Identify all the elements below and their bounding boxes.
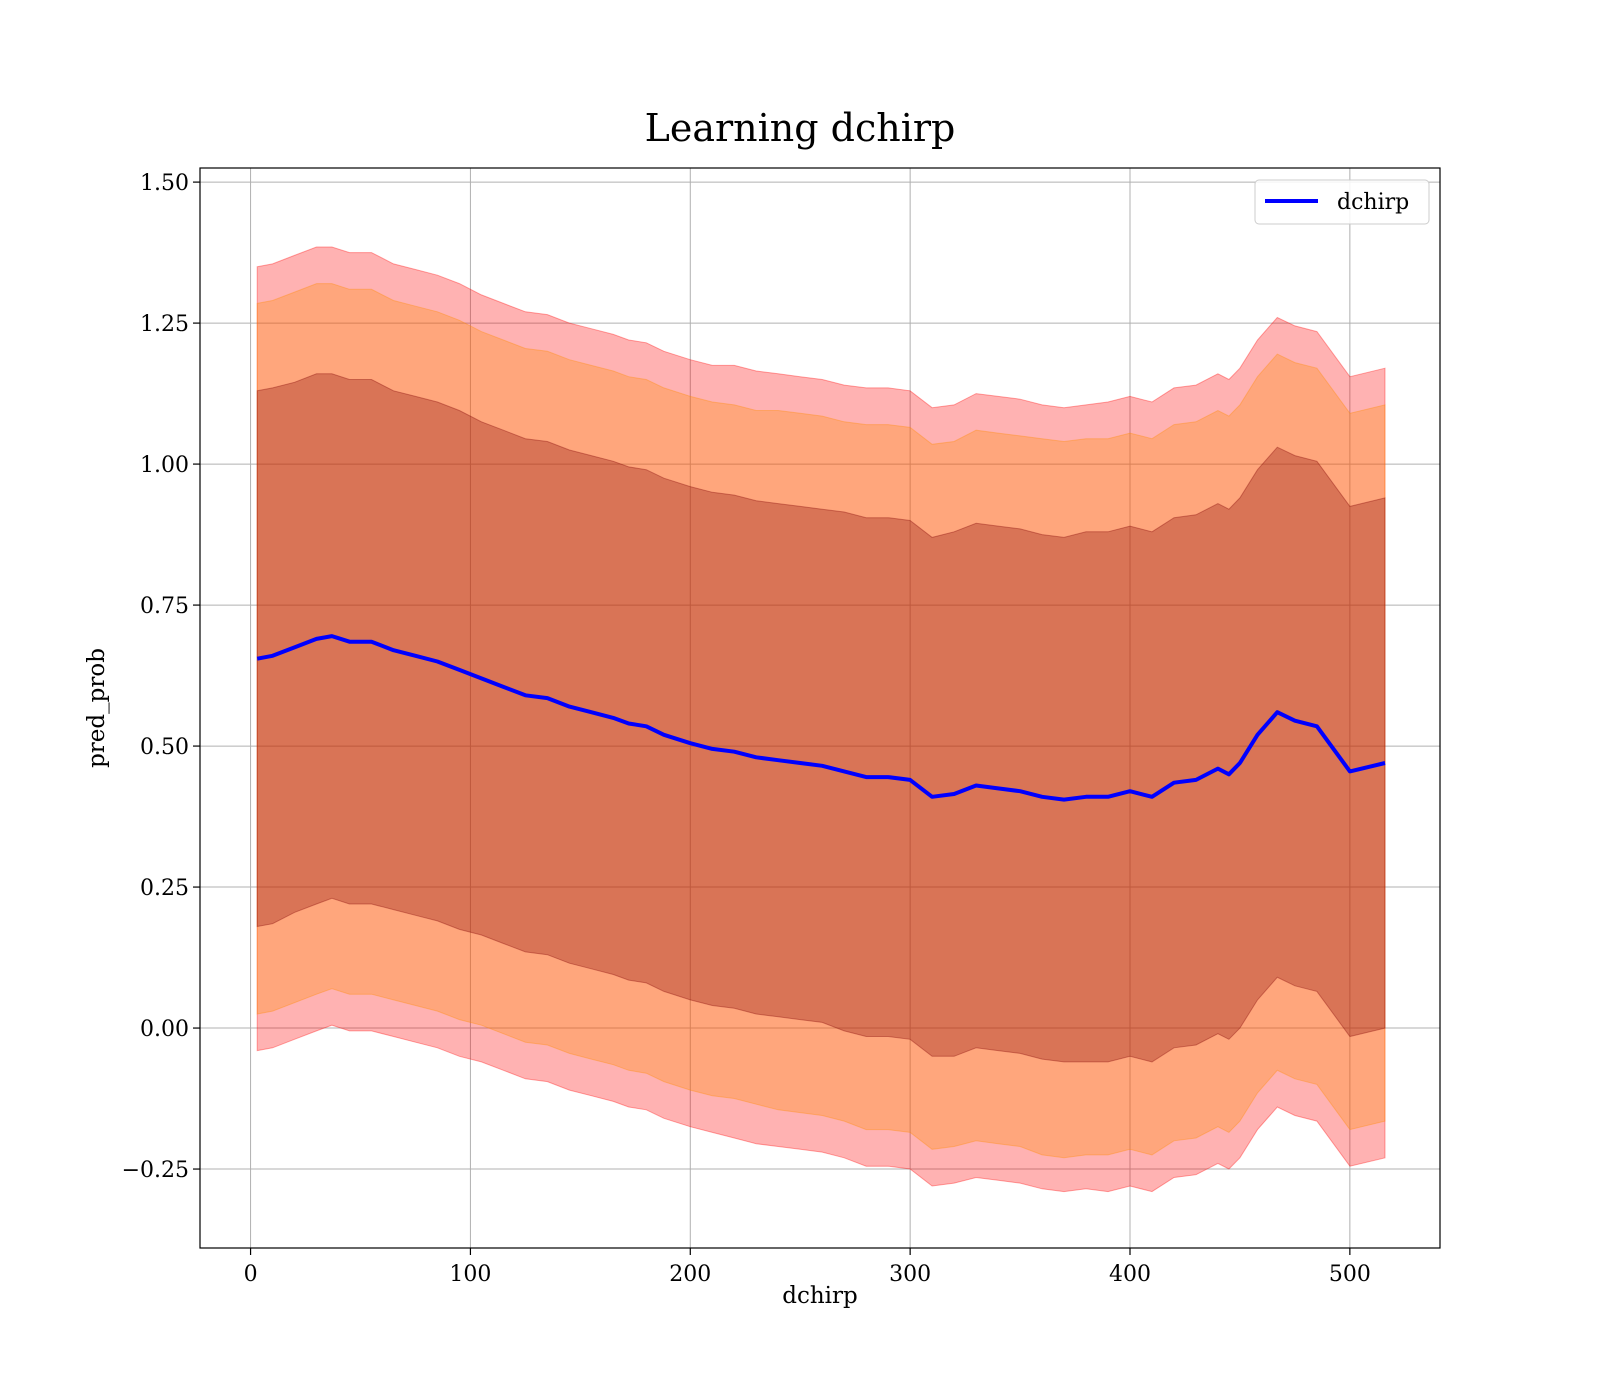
y-tick-label-3: 0.50 — [140, 735, 189, 760]
x-tick-label-4: 400 — [1109, 1262, 1151, 1287]
chart-title: Learning dchirp — [645, 106, 956, 150]
x-tick-label-0: 0 — [244, 1262, 258, 1287]
legend-box — [1254, 179, 1430, 225]
confidence-bands — [256, 246, 1386, 1193]
series-line-dchirp — [256, 634, 1386, 802]
y-tick-label-4: 0.75 — [140, 594, 189, 619]
x-axis-label: dchirp — [782, 1283, 858, 1309]
y-tick-label-1: 0.00 — [140, 1017, 189, 1042]
band-outer-red — [256, 246, 1386, 1193]
plot-frame — [199, 167, 1441, 1249]
y-tick-label-2: 0.25 — [140, 876, 189, 901]
legend-label-dchirp: dchirp — [1337, 190, 1409, 215]
y-axis-ticks: −0.25 0.00 0.25 0.50 0.75 1.00 1.25 1.50 — [122, 171, 200, 1183]
y-tick-label-0: −0.25 — [122, 1158, 189, 1183]
x-tick-label-3: 300 — [889, 1262, 931, 1287]
band-middle-orange — [256, 283, 1386, 1159]
y-axis-label: pred_prob — [84, 648, 110, 768]
y-tick-label-5: 1.00 — [140, 453, 189, 478]
y-tick-label-7: 1.50 — [140, 171, 189, 196]
x-axis-ticks: 0 100 200 300 400 500 — [244, 1248, 1371, 1287]
x-tick-label-2: 200 — [669, 1262, 711, 1287]
grid-lines — [200, 168, 1440, 1248]
y-tick-label-6: 1.25 — [140, 312, 189, 337]
band-inner-maroon — [256, 373, 1386, 1063]
x-tick-label-1: 100 — [449, 1262, 491, 1287]
legend: dchirp — [1254, 179, 1430, 225]
series-lines — [256, 634, 1386, 802]
x-tick-label-5: 500 — [1329, 1262, 1371, 1287]
